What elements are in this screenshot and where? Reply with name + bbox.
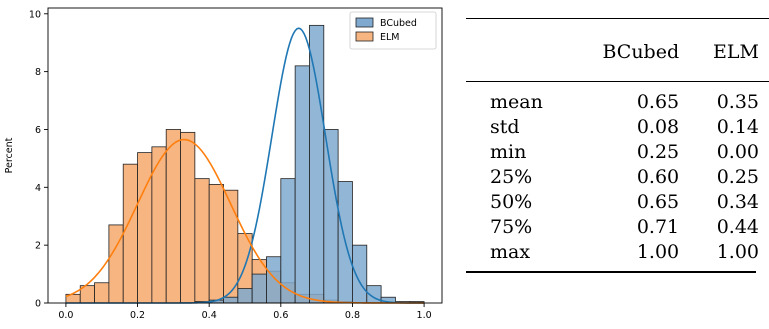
elm-value: 0.25 — [716, 166, 759, 188]
bcubed-value: 0.65 — [636, 91, 680, 113]
row-label: std — [490, 116, 520, 138]
bcubed-bar — [223, 296, 239, 304]
table-row: std 0.08 0.14 — [466, 115, 769, 140]
elm-value: 1.00 — [716, 241, 759, 263]
row-label: max — [490, 241, 531, 263]
summary-stats-table: BCubed ELM mean 0.65 0.35 std 0.08 0.14 … — [466, 18, 769, 271]
elm-bar — [180, 131, 196, 304]
elm-bar — [165, 129, 181, 304]
row-label: mean — [490, 91, 543, 113]
table-row: mean 0.65 0.35 — [466, 82, 769, 116]
table-row: max 1.00 1.00 — [466, 240, 769, 271]
bcubed-bar — [266, 256, 282, 304]
bcubed-bar — [237, 288, 253, 304]
y-axis-label: Percent — [4, 137, 15, 173]
row-label: 25% — [490, 166, 533, 188]
y-tick-label: 2 — [35, 241, 41, 252]
header-elm: ELM — [713, 41, 759, 63]
histogram-svg: 0.0 0.2 0.4 0.6 0.8 1.0 0 2 4 6 8 10 Percent BCubed E… — [4, 7, 443, 321]
header-blank — [466, 19, 576, 82]
bcubed-value: 0.60 — [636, 166, 680, 188]
table-row: 50% 0.65 0.34 — [466, 190, 769, 215]
bcubed-value: 0.71 — [636, 216, 680, 238]
table-bottom-rule — [466, 271, 756, 273]
bcubed-bar — [280, 178, 296, 304]
elm-bar — [94, 282, 110, 304]
y-tick-label: 0 — [35, 299, 41, 310]
bcubed-value: 0.65 — [636, 191, 680, 213]
y-tick-label: 8 — [35, 67, 41, 78]
histogram-chart: 0.0 0.2 0.4 0.6 0.8 1.0 0 2 4 6 8 10 Percent BCubed E… — [4, 7, 443, 321]
elm-value: 0.00 — [716, 141, 759, 163]
table-row: min 0.25 0.00 — [466, 140, 769, 165]
bcubed-bar — [352, 244, 368, 304]
row-label: 75% — [490, 216, 533, 238]
bcubed-bar — [323, 129, 339, 304]
y-tick-label: 10 — [29, 9, 41, 20]
elm-bar — [194, 178, 210, 304]
table-row: 75% 0.71 0.44 — [466, 215, 769, 240]
y-tick-label: 6 — [35, 125, 41, 136]
header-bcubed: BCubed — [602, 41, 680, 63]
bcubed-bar — [294, 65, 310, 304]
bcubed-bar — [309, 24, 325, 304]
bcubed-bar — [251, 273, 267, 304]
bcubed-value: 1.00 — [636, 241, 680, 263]
elm-legend-label: ELM — [380, 32, 400, 43]
row-label: min — [490, 141, 527, 163]
table-header-row: BCubed ELM — [466, 18, 769, 82]
elm-legend-swatch — [355, 31, 374, 42]
elm-value: 0.34 — [716, 191, 759, 213]
elm-value: 0.44 — [716, 216, 759, 238]
bcubed-legend-swatch — [355, 17, 374, 28]
elm-bar — [208, 184, 224, 304]
x-tick-label: 0.2 — [130, 310, 145, 321]
table-row: 25% 0.60 0.25 — [466, 165, 769, 190]
elm-value: 0.14 — [716, 116, 759, 138]
x-tick-label: 0.6 — [273, 310, 288, 321]
x-tick-label: 0.0 — [58, 310, 73, 321]
elm-value: 0.35 — [716, 91, 759, 113]
x-tick-label: 0.4 — [202, 310, 217, 321]
y-tick-label: 4 — [35, 183, 41, 194]
bcubed-value: 0.25 — [636, 141, 680, 163]
x-tick-label: 0.8 — [345, 310, 360, 321]
row-label: 50% — [490, 191, 533, 213]
bcubed-value: 0.08 — [636, 116, 680, 138]
elm-bar — [122, 163, 138, 304]
plot-frame — [47, 7, 443, 304]
elm-bar — [137, 152, 153, 304]
x-tick-label: 1.0 — [417, 310, 432, 321]
bcubed-legend-label: BCubed — [380, 18, 417, 29]
